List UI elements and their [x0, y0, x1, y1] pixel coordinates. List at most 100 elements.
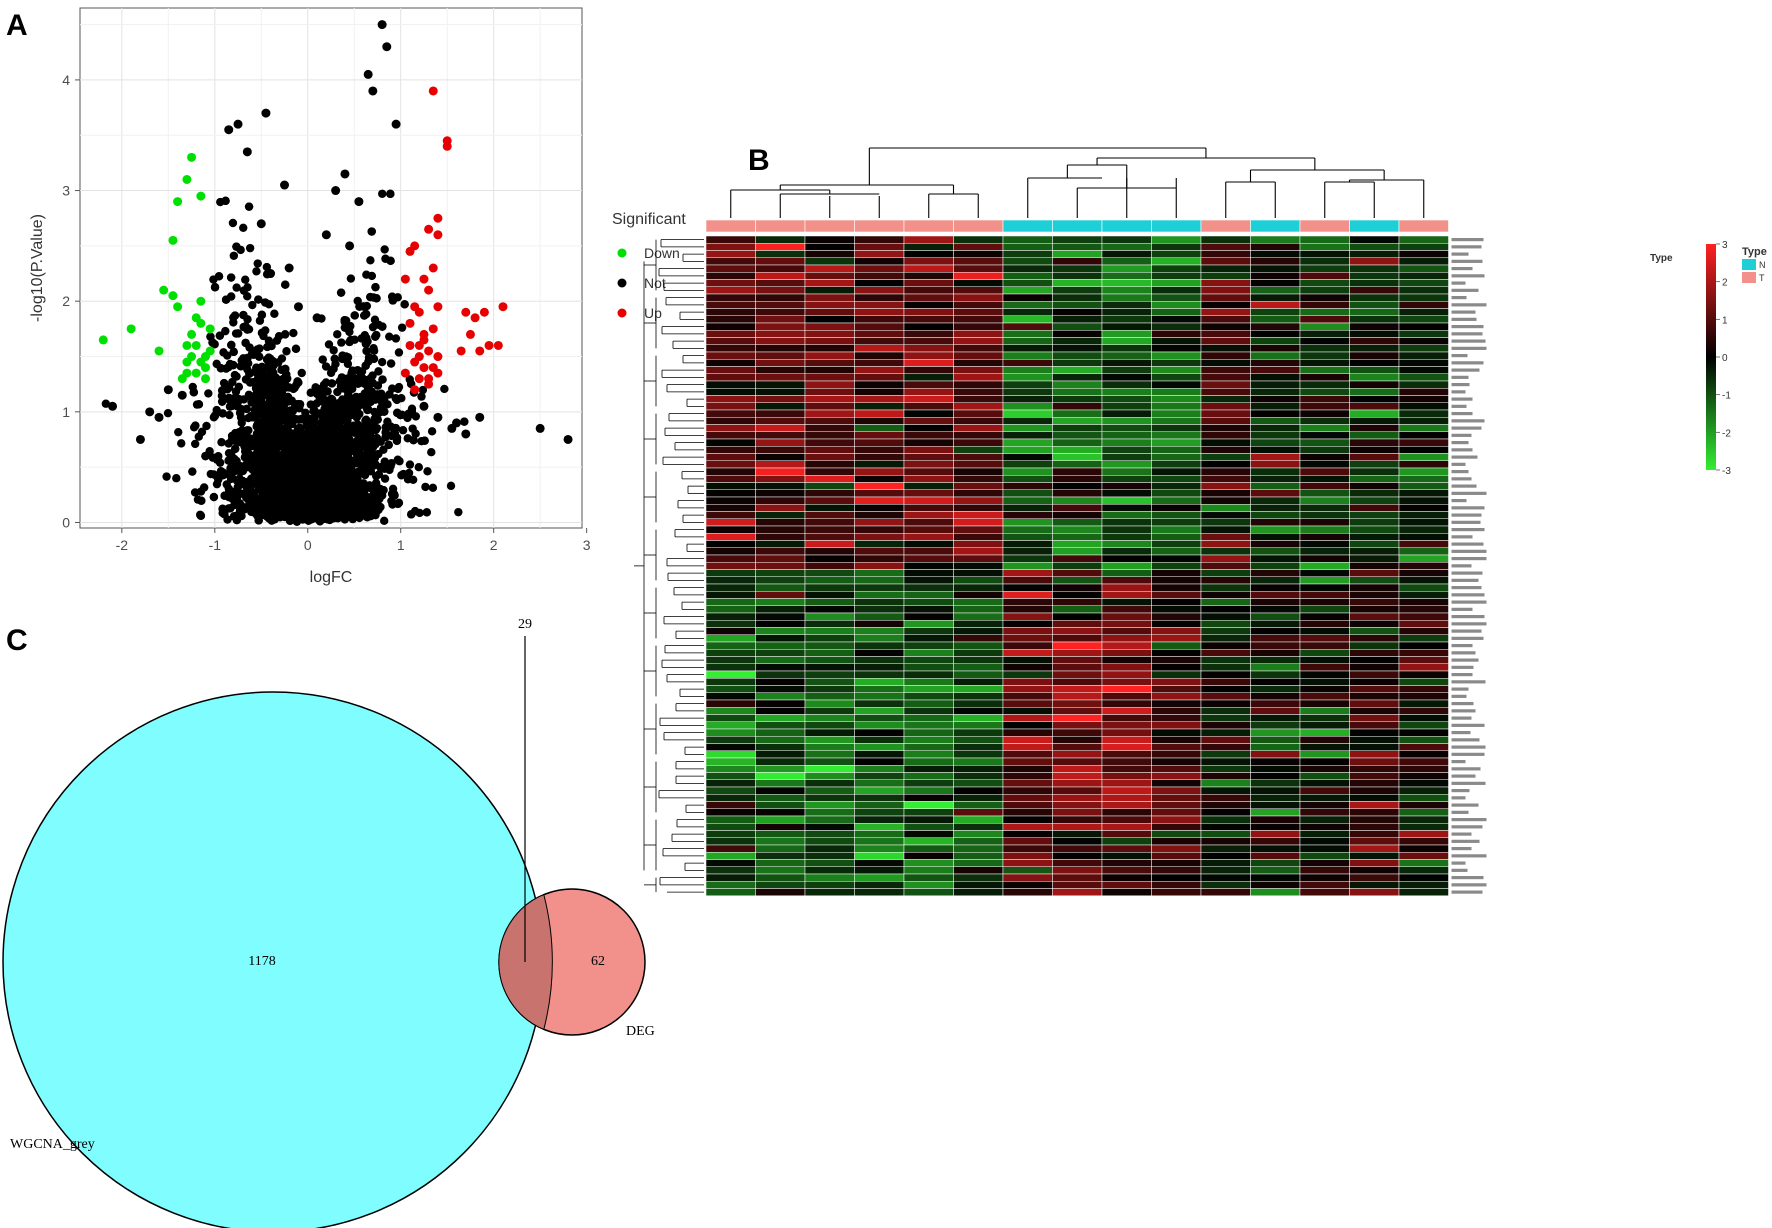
heatmap-cell	[953, 533, 1004, 541]
heatmap-cell	[1349, 330, 1400, 338]
type-cell-n	[1002, 219, 1053, 233]
heatmap-cell	[1250, 438, 1301, 447]
heatmap-cell	[1250, 627, 1301, 635]
heatmap-cell	[1398, 388, 1449, 396]
volcano-point-not	[310, 513, 319, 522]
heatmap-cell	[755, 591, 806, 599]
heatmap-cell	[1398, 562, 1449, 570]
heatmap-cell	[1101, 337, 1152, 345]
heatmap-cell	[1151, 286, 1202, 295]
heatmap-cell	[1398, 504, 1449, 512]
heatmap-cell	[903, 678, 954, 686]
heatmap-cell	[1349, 272, 1400, 280]
heatmap-cell	[903, 359, 954, 367]
volcano-point-not	[367, 506, 377, 515]
volcano-point-not	[333, 330, 342, 339]
heatmap-cell	[1398, 576, 1449, 585]
volcano-point-not	[361, 415, 371, 424]
heatmap-cell	[1250, 569, 1301, 577]
heatmap-cell	[1349, 518, 1400, 527]
heatmap-cell	[705, 670, 756, 679]
heatmap-cell	[1002, 467, 1053, 476]
heatmap-cell	[1250, 562, 1301, 570]
heatmap-cell	[755, 634, 806, 643]
heatmap-cell	[854, 692, 905, 701]
heatmap-cell	[1052, 620, 1103, 628]
heatmap-cell	[1250, 518, 1301, 527]
heatmap-cell	[1250, 692, 1301, 701]
heatmap-cell	[1349, 322, 1400, 331]
heatmap-cell	[1200, 569, 1251, 577]
heatmap-cell	[705, 330, 756, 338]
heatmap-cell	[1250, 431, 1301, 440]
heatmap-cell	[1299, 366, 1350, 374]
heatmap-cell	[854, 409, 905, 418]
volcano-point-down	[187, 352, 197, 362]
heatmap-cell	[804, 634, 855, 643]
volcano-point-not	[362, 270, 371, 279]
heatmap-cell	[705, 692, 756, 701]
volcano-point-down	[196, 191, 206, 201]
heatmap-cell	[1151, 279, 1202, 287]
heatmap-cell	[804, 366, 855, 374]
volcano-point-not	[384, 440, 393, 450]
volcano-point-not	[423, 467, 432, 476]
volcano-point-not	[369, 490, 378, 500]
heatmap-cell	[1250, 373, 1301, 382]
heatmap-cell	[1101, 438, 1152, 447]
volcano-point-not	[418, 385, 428, 395]
heatmap-cell	[1052, 431, 1103, 440]
heatmap-cell	[1299, 511, 1350, 519]
heatmap-cell	[854, 518, 905, 527]
heatmap-cell	[1349, 612, 1400, 621]
volcano-point-not	[228, 494, 237, 504]
volcano-point-not	[333, 513, 343, 523]
heatmap-cell	[1002, 598, 1053, 606]
heatmap-cell	[804, 663, 855, 672]
volcano-point-not	[154, 412, 164, 422]
heatmap-cell	[854, 264, 905, 273]
heatmap-cell	[1002, 518, 1053, 527]
heatmap-cell	[854, 714, 905, 722]
volcano-point-not	[291, 344, 301, 354]
heatmap-cell	[1299, 330, 1350, 338]
volcano-point-up	[414, 352, 424, 362]
volcano-point-not	[243, 353, 252, 363]
heatmap-cell	[953, 344, 1004, 353]
heatmap-cell	[1398, 337, 1449, 345]
heatmap-cell	[1002, 605, 1053, 614]
heatmap-cell	[1398, 467, 1449, 476]
heatmap-cell	[1052, 598, 1103, 606]
heatmap-cell	[804, 554, 855, 563]
heatmap-cell	[1151, 272, 1202, 280]
heatmap-cell	[1151, 243, 1202, 251]
volcano-point-not	[250, 405, 259, 415]
heatmap-cell	[1398, 417, 1449, 425]
heatmap-cell	[1200, 511, 1251, 519]
heatmap-cell	[1250, 250, 1301, 258]
heatmap-cell	[755, 554, 806, 563]
volcano-point-not	[348, 366, 357, 375]
heatmap-cell	[755, 533, 806, 541]
heatmap-cell	[854, 641, 905, 650]
heatmap-cell	[1151, 264, 1202, 273]
heatmap-cell	[1299, 489, 1350, 498]
heatmap-cell	[1349, 627, 1400, 635]
heatmap-cell	[854, 446, 905, 454]
volcano-point-not	[372, 330, 381, 340]
volcano-point-down	[191, 368, 201, 378]
heatmap-cell	[1151, 366, 1202, 374]
heatmap-cell	[1052, 678, 1103, 686]
volcano-point-not	[293, 302, 303, 312]
volcano-point-not	[286, 471, 295, 480]
heatmap-cell	[755, 641, 806, 650]
heatmap-cell	[755, 438, 806, 447]
heatmap-cell	[1250, 272, 1301, 280]
heatmap-cell	[953, 504, 1004, 512]
heatmap-cell	[1151, 504, 1202, 512]
type-cell-n	[1349, 219, 1400, 233]
heatmap-cell	[1052, 547, 1103, 556]
volcano-point-not	[271, 414, 281, 423]
volcano-point-up	[405, 340, 415, 350]
